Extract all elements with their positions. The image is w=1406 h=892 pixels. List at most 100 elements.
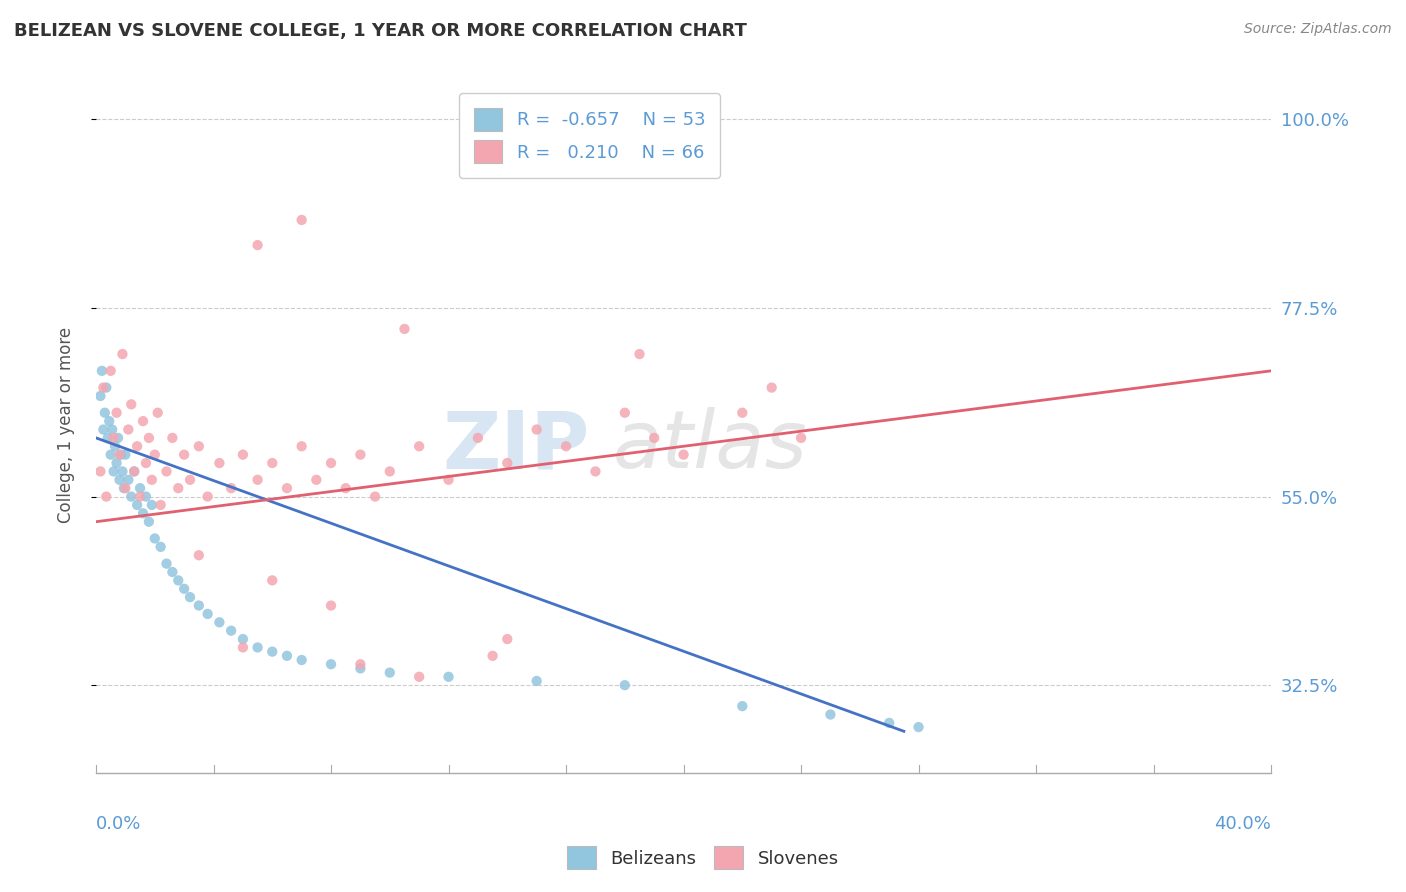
Point — [232, 632, 254, 646]
Point — [246, 640, 269, 655]
Point — [173, 582, 195, 596]
Point — [143, 448, 166, 462]
Point — [105, 406, 128, 420]
Point — [132, 506, 155, 520]
Point — [117, 473, 139, 487]
Point — [89, 389, 111, 403]
Point — [408, 439, 430, 453]
Point — [731, 699, 754, 714]
Point — [138, 515, 160, 529]
Point — [394, 322, 416, 336]
Point — [94, 406, 117, 420]
Point — [104, 439, 127, 453]
Y-axis label: College, 1 year or more: College, 1 year or more — [58, 327, 75, 524]
Point — [149, 498, 172, 512]
Point — [232, 448, 254, 462]
Point — [179, 590, 201, 604]
Point — [90, 364, 112, 378]
Point — [820, 707, 842, 722]
Point — [335, 481, 357, 495]
Point — [108, 448, 131, 462]
Point — [262, 645, 284, 659]
Point — [129, 481, 152, 495]
Point — [208, 456, 231, 470]
Point — [105, 456, 128, 470]
Point — [93, 423, 115, 437]
Point — [111, 347, 134, 361]
Point — [526, 423, 548, 437]
Point — [262, 456, 284, 470]
Point — [613, 406, 636, 420]
Point — [643, 431, 665, 445]
Point — [583, 464, 606, 478]
Point — [378, 665, 401, 680]
Point — [103, 464, 125, 478]
Point — [208, 615, 231, 630]
Point — [97, 431, 120, 445]
Point — [481, 648, 503, 663]
Point — [349, 657, 371, 672]
Point — [305, 473, 328, 487]
Point — [141, 473, 163, 487]
Point — [98, 414, 121, 428]
Point — [408, 670, 430, 684]
Text: 0.0%: 0.0% — [96, 815, 142, 833]
Point — [132, 414, 155, 428]
Point — [187, 548, 209, 562]
Point — [672, 448, 695, 462]
Point — [112, 481, 135, 495]
Point — [291, 213, 314, 227]
Point — [89, 464, 111, 478]
Point — [437, 473, 460, 487]
Point — [907, 720, 929, 734]
Point — [232, 640, 254, 655]
Point — [219, 624, 242, 638]
Point — [262, 574, 284, 588]
Text: atlas: atlas — [613, 407, 808, 485]
Point — [173, 448, 195, 462]
Point — [120, 490, 142, 504]
Point — [378, 464, 401, 478]
Legend: Belizeans, Slovenes: Belizeans, Slovenes — [558, 838, 848, 879]
Point — [96, 381, 118, 395]
Point — [143, 532, 166, 546]
Point — [167, 481, 190, 495]
Point — [197, 607, 219, 621]
Point — [107, 431, 129, 445]
Text: 40.0%: 40.0% — [1215, 815, 1271, 833]
Point — [100, 448, 122, 462]
Point — [114, 481, 136, 495]
Point — [877, 715, 900, 730]
Point — [197, 490, 219, 504]
Point — [114, 448, 136, 462]
Point — [135, 456, 157, 470]
Point — [319, 456, 342, 470]
Point — [731, 406, 754, 420]
Point — [127, 439, 149, 453]
Point — [349, 448, 371, 462]
Point — [155, 464, 177, 478]
Point — [179, 473, 201, 487]
Point — [291, 653, 314, 667]
Point — [555, 439, 578, 453]
Point — [120, 397, 142, 411]
Point — [155, 557, 177, 571]
Point — [110, 448, 132, 462]
Point — [129, 490, 152, 504]
Point — [291, 439, 314, 453]
Point — [111, 464, 134, 478]
Point — [162, 431, 184, 445]
Point — [613, 678, 636, 692]
Point — [138, 431, 160, 445]
Point — [141, 498, 163, 512]
Point — [319, 657, 342, 672]
Point — [319, 599, 342, 613]
Point — [364, 490, 387, 504]
Point — [167, 574, 190, 588]
Text: BELIZEAN VS SLOVENE COLLEGE, 1 YEAR OR MORE CORRELATION CHART: BELIZEAN VS SLOVENE COLLEGE, 1 YEAR OR M… — [14, 22, 747, 40]
Legend: R =  -0.657    N = 53, R =   0.210    N = 66: R = -0.657 N = 53, R = 0.210 N = 66 — [460, 94, 720, 178]
Point — [761, 381, 783, 395]
Point — [101, 423, 124, 437]
Point — [187, 439, 209, 453]
Point — [108, 473, 131, 487]
